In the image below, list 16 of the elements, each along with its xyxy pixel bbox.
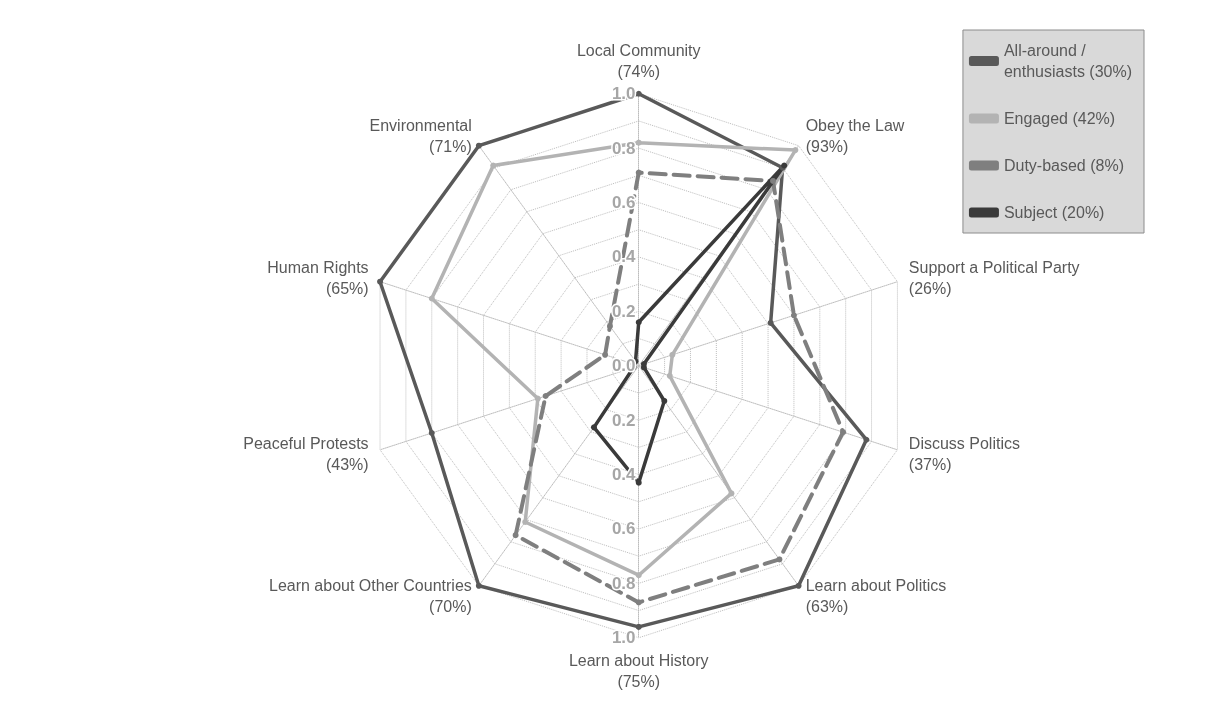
y-tick-label: 0.4 — [611, 247, 637, 267]
spoke-label: Learn about Politics (63%) — [805, 576, 947, 615]
legend-label: Engaged (42%) — [1003, 110, 1116, 127]
spoke-label: Obey the Law (93%) — [805, 117, 905, 155]
spoke-label: Environmental (71%) — [369, 117, 472, 155]
spoke-label: Peaceful Protests (43%) — [243, 434, 369, 473]
spoke-label: Discuss Politics (37%) — [908, 434, 1020, 473]
spoke-label: Local Community (74%) — [576, 41, 701, 80]
spoke-label: Learn about Other Countries (70%) — [269, 576, 472, 615]
y-tick-label: 0.2 — [611, 301, 636, 321]
spoke-label: Support a Political Party (26%) — [908, 259, 1080, 297]
spoke-label: Human Rights (65%) — [267, 259, 369, 297]
legend-label: Subject (20%) — [1003, 204, 1105, 221]
legend-label: Duty-based (8%) — [1003, 157, 1124, 174]
spoke-label: Learn about History (75%) — [568, 651, 709, 690]
legend-label: All-around / enthusiasts (30%) — [1003, 42, 1132, 80]
